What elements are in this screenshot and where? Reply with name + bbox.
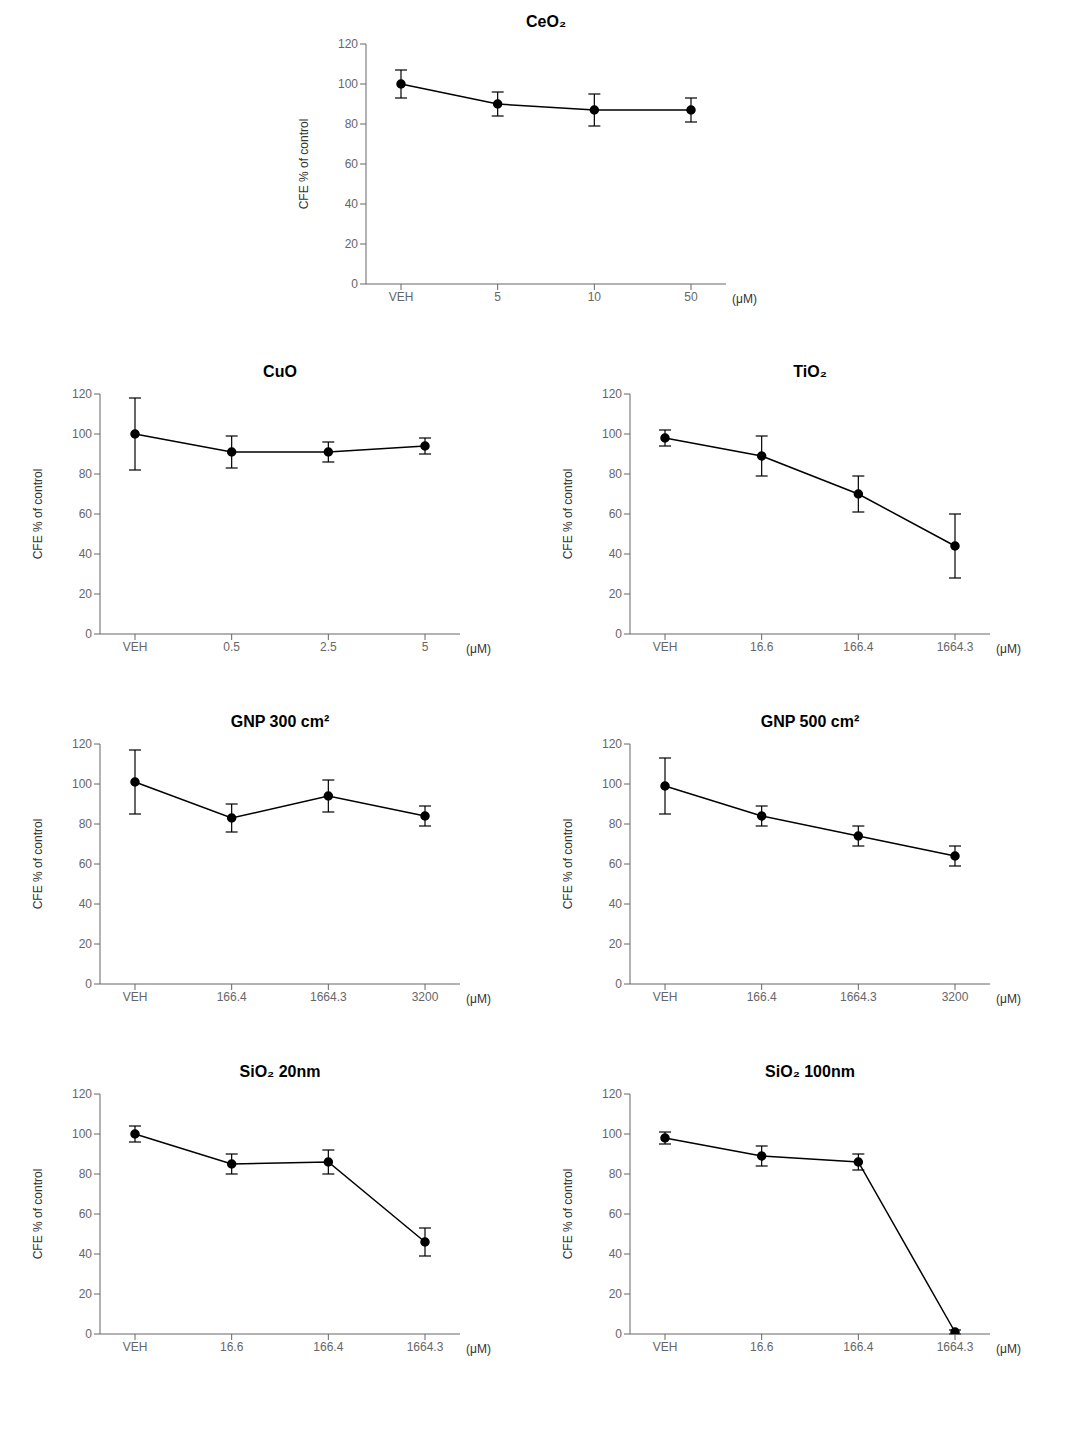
svg-text:0: 0 [615,977,622,991]
svg-text:120: 120 [338,37,358,51]
svg-text:0.5: 0.5 [223,640,240,654]
svg-text:VEH: VEH [123,640,148,654]
svg-text:100: 100 [602,1127,622,1141]
svg-text:80: 80 [609,467,623,481]
svg-text:166.4: 166.4 [843,640,873,654]
svg-text:40: 40 [609,1247,623,1261]
html-text:CuO: CuO [263,363,297,380]
svg-text:CFE % of control: CFE % of control [297,119,311,210]
svg-text:0: 0 [85,977,92,991]
svg-text:0: 0 [615,627,622,641]
svg-text:10: 10 [588,290,602,304]
svg-text:40: 40 [345,197,359,211]
svg-text:100: 100 [602,427,622,441]
svg-text:80: 80 [345,117,359,131]
svg-text:100: 100 [72,777,92,791]
svg-text:1664.3: 1664.3 [937,1340,974,1354]
svg-text:16.6: 16.6 [750,640,774,654]
svg-text:20: 20 [79,587,93,601]
svg-text:20: 20 [609,937,623,951]
svg-text:166.4: 166.4 [747,990,777,1004]
svg-text:(μM): (μM) [466,992,491,1006]
svg-text:0: 0 [85,627,92,641]
svg-text:100: 100 [602,777,622,791]
svg-text:(μM): (μM) [996,1342,1021,1356]
svg-text:80: 80 [609,817,623,831]
svg-text:1664.3: 1664.3 [407,1340,444,1354]
svg-text:CFE % of control: CFE % of control [561,819,575,910]
svg-text:80: 80 [79,1167,93,1181]
svg-text:1664.3: 1664.3 [310,990,347,1004]
svg-text:120: 120 [602,737,622,751]
html-text:CeO₂: CeO₂ [526,13,566,30]
svg-text:60: 60 [609,857,623,871]
svg-text:(μM): (μM) [466,642,491,656]
svg-text:5: 5 [494,290,501,304]
svg-text:40: 40 [609,547,623,561]
svg-text:3200: 3200 [412,990,439,1004]
svg-text:VEH: VEH [653,640,678,654]
svg-text:VEH: VEH [123,990,148,1004]
svg-text:3200: 3200 [942,990,969,1004]
svg-text:100: 100 [72,427,92,441]
svg-text:80: 80 [79,467,93,481]
svg-text:166.4: 166.4 [217,990,247,1004]
svg-text:80: 80 [609,1167,623,1181]
svg-text:20: 20 [609,587,623,601]
svg-text:20: 20 [609,1287,623,1301]
svg-text:40: 40 [79,1247,93,1261]
svg-text:100: 100 [72,1127,92,1141]
svg-text:40: 40 [79,897,93,911]
svg-text:VEH: VEH [389,290,414,304]
html-text:SiO₂ 100nm: SiO₂ 100nm [765,1063,855,1080]
svg-text:20: 20 [79,1287,93,1301]
svg-text:1664.3: 1664.3 [840,990,877,1004]
svg-text:80: 80 [79,817,93,831]
svg-text:120: 120 [72,1087,92,1101]
svg-text:120: 120 [602,1087,622,1101]
svg-text:120: 120 [72,737,92,751]
svg-text:CFE % of control: CFE % of control [561,469,575,560]
svg-text:20: 20 [345,237,359,251]
svg-text:40: 40 [609,897,623,911]
svg-text:CFE % of control: CFE % of control [561,1169,575,1260]
html-text:TiO₂: TiO₂ [793,363,827,380]
svg-text:20: 20 [79,937,93,951]
svg-text:0: 0 [615,1327,622,1341]
svg-text:2.5: 2.5 [320,640,337,654]
svg-text:166.4: 166.4 [843,1340,873,1354]
svg-text:60: 60 [79,1207,93,1221]
svg-text:50: 50 [684,290,698,304]
html-text:GNP 500 cm²: GNP 500 cm² [760,713,860,730]
svg-text:(μM): (μM) [732,292,757,306]
svg-text:60: 60 [345,157,359,171]
svg-text:0: 0 [85,1327,92,1341]
svg-text:60: 60 [79,507,93,521]
svg-text:100: 100 [338,77,358,91]
svg-text:40: 40 [79,547,93,561]
svg-text:16.6: 16.6 [220,1340,244,1354]
svg-text:VEH: VEH [653,1340,678,1354]
svg-text:16.6: 16.6 [750,1340,774,1354]
svg-text:CFE % of control: CFE % of control [31,469,45,560]
svg-text:5: 5 [422,640,429,654]
svg-text:CFE % of control: CFE % of control [31,819,45,910]
svg-text:CFE % of control: CFE % of control [31,1169,45,1260]
svg-text:VEH: VEH [123,1340,148,1354]
svg-text:166.4: 166.4 [313,1340,343,1354]
svg-text:(μM): (μM) [996,992,1021,1006]
svg-text:60: 60 [609,507,623,521]
html-text:SiO₂ 20nm: SiO₂ 20nm [239,1063,321,1080]
svg-text:VEH: VEH [653,990,678,1004]
html-text:GNP 300 cm²: GNP 300 cm² [230,713,330,730]
svg-text:(μM): (μM) [996,642,1021,656]
svg-text:60: 60 [79,857,93,871]
svg-text:(μM): (μM) [466,1342,491,1356]
svg-text:1664.3: 1664.3 [937,640,974,654]
svg-text:120: 120 [602,387,622,401]
svg-text:60: 60 [609,1207,623,1221]
svg-text:120: 120 [72,387,92,401]
svg-text:0: 0 [351,277,358,291]
